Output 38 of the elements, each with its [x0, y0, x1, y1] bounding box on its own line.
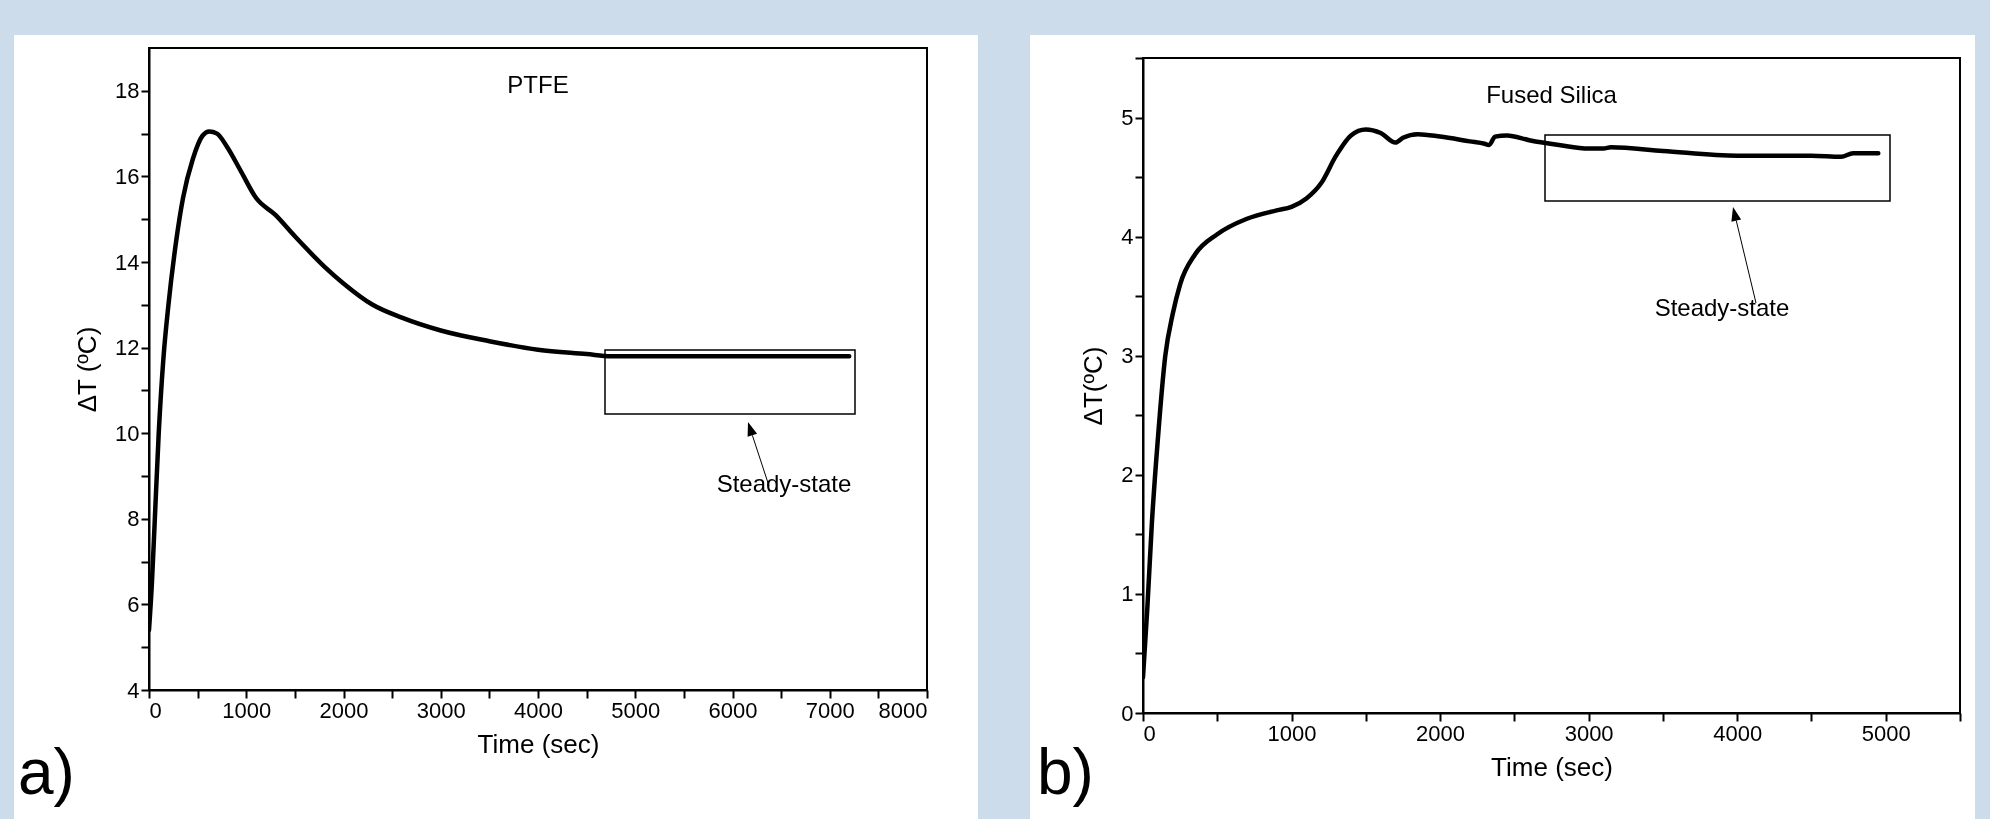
x-tick-label: 8000	[878, 697, 928, 723]
y-tick-label: 10	[115, 420, 140, 446]
y-axis-title: ΔT (ºC)	[72, 326, 103, 413]
x-tick-label: 4000	[1713, 720, 1763, 746]
text: PTFE	[507, 71, 569, 98]
y-tick-label: 18	[115, 78, 140, 104]
y-tick-label: 5	[1121, 105, 1134, 131]
y-tick-label: 14	[115, 249, 140, 275]
x-tick-label: 3000	[416, 697, 466, 723]
x-tick-label: 1000	[1267, 720, 1317, 746]
y-tick-label: 4	[127, 677, 140, 703]
x-tick-label: 2000	[1416, 720, 1466, 746]
text: a)	[18, 735, 75, 809]
x-tick-label: 5000	[611, 697, 661, 723]
annotation: Steady-state	[716, 470, 852, 497]
x-tick-label: 1000	[222, 697, 272, 723]
x-tick-label: 0	[1143, 720, 1156, 746]
x-tick-label: 4000	[514, 697, 563, 723]
x-tick-label: 3000	[1564, 720, 1614, 746]
y-tick-label: 4	[1121, 224, 1134, 250]
text: b)	[1037, 735, 1094, 809]
y-axis-title: ΔT(ºC)	[1078, 346, 1109, 426]
x-tick-label: 2000	[319, 697, 369, 723]
x-tick-label: 0	[149, 697, 162, 723]
y-tick-label: 6	[127, 591, 140, 617]
x-tick-label: 5000	[1861, 720, 1911, 746]
y-tick-label: 16	[115, 163, 140, 189]
annotation: Steady-state	[1654, 294, 1790, 321]
x-tick-label: 7000	[805, 697, 855, 723]
x-tick-label: 6000	[708, 697, 758, 723]
y-tick-label: 3	[1121, 343, 1134, 369]
y-tick-label: 1	[1121, 581, 1134, 607]
y-tick-label: 2	[1121, 462, 1134, 488]
y-tick-label: 8	[127, 506, 140, 532]
x-axis-title: Time (sec)	[477, 728, 600, 759]
y-tick-label: 12	[115, 335, 140, 361]
text: Fused Silica	[1486, 81, 1618, 108]
x-axis-title: Time (sec)	[1491, 751, 1613, 782]
